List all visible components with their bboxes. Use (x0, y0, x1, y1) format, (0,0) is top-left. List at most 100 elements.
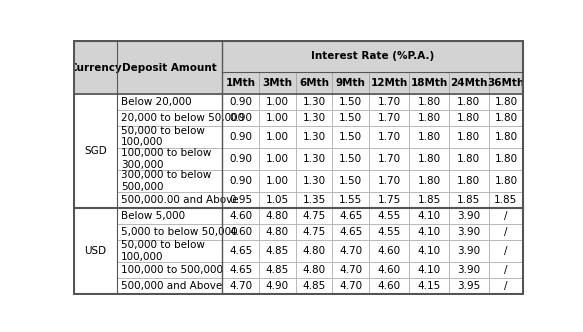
Text: Below 20,000: Below 20,000 (121, 97, 191, 107)
Text: 1.30: 1.30 (303, 132, 326, 142)
Text: 1.70: 1.70 (378, 154, 401, 164)
Bar (409, 224, 449, 240)
Text: 1.30: 1.30 (303, 154, 326, 164)
Text: 0.90: 0.90 (229, 176, 252, 186)
Text: 50,000 to below
100,000: 50,000 to below 100,000 (121, 240, 205, 262)
Bar (117, 110, 222, 125)
Text: 1.70: 1.70 (378, 97, 401, 107)
Text: 1.80: 1.80 (457, 97, 480, 107)
Bar (117, 170, 222, 192)
Bar (259, 278, 296, 294)
Text: /: / (504, 281, 508, 291)
Text: 1.50: 1.50 (339, 176, 363, 186)
Text: 1.80: 1.80 (417, 176, 441, 186)
Bar (259, 110, 296, 125)
Bar (409, 170, 449, 192)
Bar (332, 94, 369, 110)
Bar (489, 240, 523, 262)
Text: 18Mth: 18Mth (410, 78, 448, 88)
Bar (222, 224, 259, 240)
Bar (117, 148, 222, 170)
Text: /: / (504, 227, 508, 237)
Bar (259, 125, 296, 148)
Text: 6Mth: 6Mth (299, 78, 329, 88)
Text: 300,000 to below
500,000: 300,000 to below 500,000 (121, 170, 211, 192)
Bar (449, 224, 489, 240)
Bar (449, 94, 489, 110)
Text: 1.00: 1.00 (266, 176, 289, 186)
Text: 4.55: 4.55 (378, 211, 401, 221)
Bar (296, 110, 332, 125)
Bar (489, 192, 523, 208)
Bar (75, 208, 117, 294)
Text: 24Mth: 24Mth (450, 78, 487, 88)
Bar (259, 148, 296, 170)
Text: 1.30: 1.30 (303, 97, 326, 107)
Text: 3.90: 3.90 (457, 265, 480, 275)
Text: 1.50: 1.50 (339, 132, 363, 142)
Text: 5,000 to below 50,000: 5,000 to below 50,000 (121, 227, 237, 237)
Text: 1.80: 1.80 (417, 154, 441, 164)
Bar (117, 125, 222, 148)
Bar (409, 192, 449, 208)
Bar (369, 224, 409, 240)
Text: 1.00: 1.00 (266, 132, 289, 142)
Bar (332, 72, 369, 94)
Bar (296, 208, 332, 224)
Text: 4.10: 4.10 (417, 211, 441, 221)
Bar (332, 262, 369, 278)
Text: 4.70: 4.70 (339, 246, 363, 256)
Text: 1.85: 1.85 (494, 195, 518, 205)
Bar (369, 278, 409, 294)
Bar (449, 278, 489, 294)
Text: Currency: Currency (69, 63, 122, 73)
Bar (489, 72, 523, 94)
Text: /: / (504, 265, 508, 275)
Bar (409, 110, 449, 125)
Bar (449, 148, 489, 170)
Text: 1.70: 1.70 (378, 113, 401, 123)
Text: 1.00: 1.00 (266, 154, 289, 164)
Bar (222, 94, 259, 110)
Text: 4.65: 4.65 (339, 211, 363, 221)
Bar (332, 110, 369, 125)
Bar (489, 170, 523, 192)
Bar (369, 170, 409, 192)
Bar (332, 240, 369, 262)
Bar (117, 192, 222, 208)
Text: 50,000 to below
100,000: 50,000 to below 100,000 (121, 126, 205, 147)
Text: 1.80: 1.80 (417, 113, 441, 123)
Bar (332, 170, 369, 192)
Text: 4.65: 4.65 (229, 265, 252, 275)
Bar (296, 262, 332, 278)
Bar (332, 192, 369, 208)
Bar (489, 94, 523, 110)
Text: 4.85: 4.85 (303, 281, 326, 291)
Bar (296, 192, 332, 208)
Bar (222, 170, 259, 192)
Bar (222, 110, 259, 125)
Bar (489, 262, 523, 278)
Bar (117, 42, 222, 94)
Bar (117, 94, 222, 110)
Text: 1.75: 1.75 (378, 195, 401, 205)
Bar (117, 262, 222, 278)
Text: 1.30: 1.30 (303, 113, 326, 123)
Text: 1.80: 1.80 (457, 113, 480, 123)
Text: 4.60: 4.60 (229, 227, 252, 237)
Text: USD: USD (85, 246, 107, 256)
Bar (75, 94, 117, 208)
Text: 100,000 to 500,000: 100,000 to 500,000 (121, 265, 223, 275)
Text: 1.80: 1.80 (494, 113, 518, 123)
Bar (409, 94, 449, 110)
Text: 3.90: 3.90 (457, 211, 480, 221)
Bar (409, 278, 449, 294)
Text: 3.90: 3.90 (457, 246, 480, 256)
Text: 1.85: 1.85 (457, 195, 480, 205)
Bar (409, 208, 449, 224)
Bar (117, 278, 222, 294)
Text: 0.90: 0.90 (229, 113, 252, 123)
Bar (369, 148, 409, 170)
Bar (409, 262, 449, 278)
Bar (369, 125, 409, 148)
